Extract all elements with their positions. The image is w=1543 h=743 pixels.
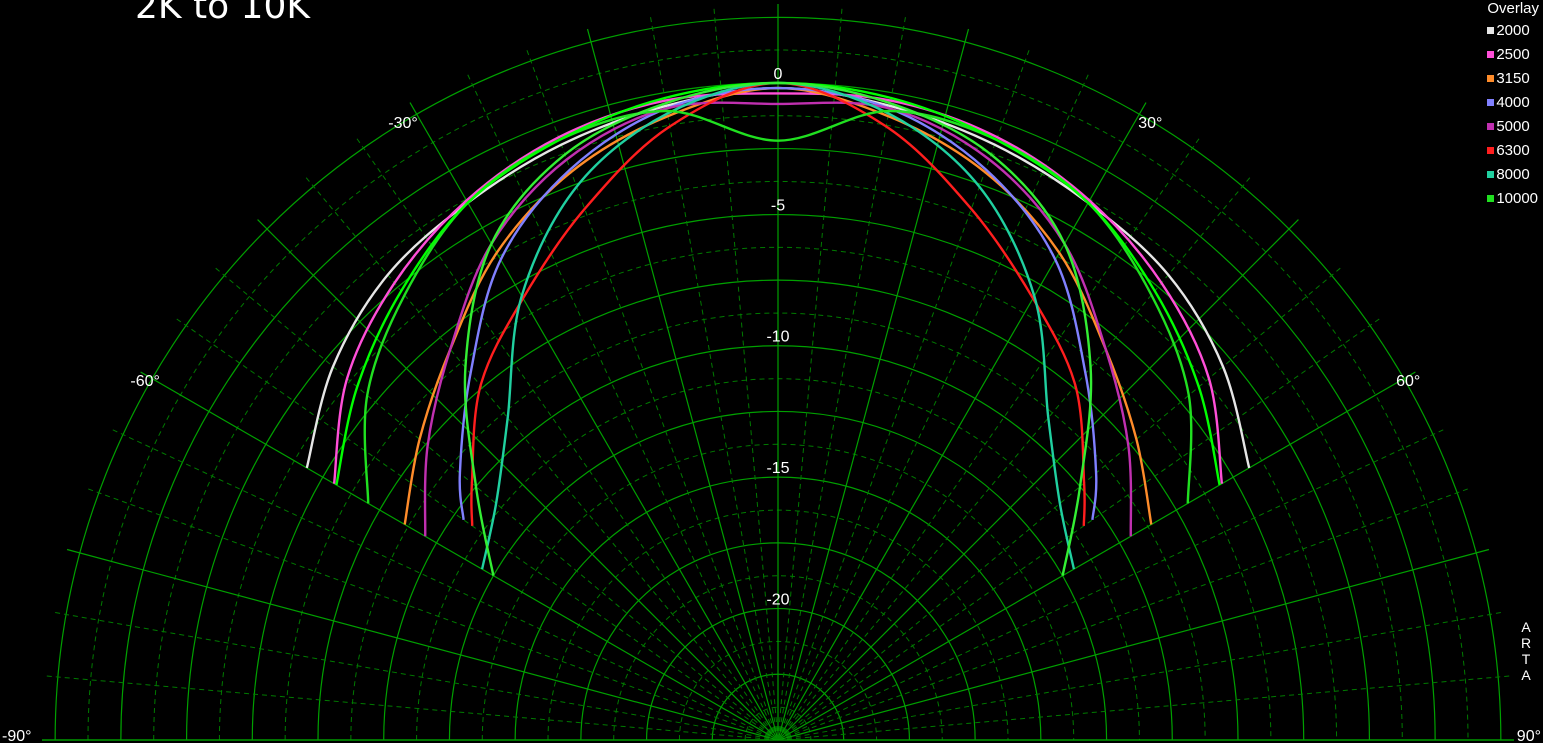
legend-swatch — [1487, 50, 1495, 58]
grid-spoke-minor — [777, 72, 1090, 741]
grid-spoke-minor — [777, 15, 907, 741]
grid-spoke — [777, 219, 1299, 741]
legend-item: 8000 — [1487, 162, 1539, 186]
legend-swatch — [1487, 122, 1495, 130]
legend-label: 2000 — [1496, 21, 1530, 39]
legend-item: 5000 — [1487, 114, 1539, 138]
legend-title: Overlay — [1487, 0, 1539, 17]
grid-spoke — [777, 548, 1490, 741]
grid-spoke-minor — [466, 72, 779, 741]
series-curve-4000 — [458, 86, 1098, 521]
grid-spoke — [66, 548, 779, 741]
grid-spoke — [257, 219, 779, 741]
legend-label: 10000 — [1496, 189, 1539, 207]
grid-ring-minor — [218, 181, 1338, 741]
radial-tick-label: -10 — [766, 329, 789, 346]
grid-spoke-minor — [110, 428, 779, 741]
legend-swatch — [1487, 170, 1495, 178]
legend-item: 2000 — [1487, 18, 1539, 42]
legend-swatch — [1487, 26, 1495, 34]
grid-spoke-minor — [777, 266, 1343, 741]
polar-labels: 0 -5 -10 -15 -20 -90° -60° -30° 30° 60° 90° — [2, 66, 1541, 743]
grid-spoke-minor — [44, 675, 779, 741]
brand-letter: A — [1521, 667, 1531, 683]
legend-swatch — [1487, 194, 1495, 202]
angle-tick-label: -90° — [2, 728, 32, 743]
grid-spoke-minor — [713, 6, 779, 741]
grid-spoke-minor — [777, 428, 1446, 741]
legend-label: 4000 — [1496, 93, 1530, 111]
polar-grid — [42, 4, 1514, 740]
legend-label: 5000 — [1496, 117, 1530, 135]
grid-ring-minor — [284, 246, 1272, 741]
grid-spoke-minor — [777, 317, 1382, 741]
legend-label: 8000 — [1496, 165, 1530, 183]
legend-item: 2500 — [1487, 42, 1539, 66]
grid-spoke — [586, 28, 779, 741]
grid-spoke — [409, 102, 779, 741]
angle-tick-label: -30° — [388, 115, 418, 132]
legend-label: 3150 — [1496, 69, 1530, 87]
angle-tick-label: -60° — [130, 373, 160, 390]
brand-letter: A — [1521, 619, 1531, 635]
grid-ring-minor — [153, 115, 1403, 741]
angle-tick-label: 90° — [1517, 728, 1541, 743]
grid-spoke — [777, 371, 1416, 741]
radial-tick-label: -20 — [766, 592, 789, 609]
legend-item: 10000 — [1487, 186, 1539, 210]
polar-curves — [305, 81, 1251, 576]
brand-letter: R — [1520, 635, 1532, 651]
grid-spoke-minor — [86, 487, 779, 741]
legend-swatch — [1487, 146, 1495, 154]
angle-tick-label: 60° — [1396, 373, 1420, 390]
grid-spoke-minor — [777, 6, 843, 741]
radial-tick-label: -5 — [771, 197, 785, 214]
grid-spoke-minor — [777, 48, 1031, 741]
grid-spoke-minor — [53, 611, 779, 741]
grid-spoke — [777, 28, 970, 741]
legend-swatch — [1487, 98, 1495, 106]
series-curve-10000 — [363, 109, 1193, 504]
legend-swatch — [1487, 74, 1495, 82]
grid-spoke-minor — [777, 611, 1503, 741]
radial-tick-label: -15 — [766, 460, 789, 477]
grid-spoke — [140, 371, 779, 741]
series-curve-5000 — [423, 101, 1133, 537]
legend-items: 2000 2500 3150 4000 5000 6300 8000 10000 — [1487, 18, 1539, 210]
angle-tick-label: 30° — [1138, 115, 1162, 132]
grid-spoke-minor — [649, 15, 779, 741]
grid-spoke-minor — [777, 487, 1470, 741]
series-curve-extra-9 — [463, 81, 1093, 576]
grid-spoke-minor — [777, 675, 1512, 741]
legend-label: 6300 — [1496, 141, 1530, 159]
legend-item: 4000 — [1487, 90, 1539, 114]
grid-spoke-minor — [777, 175, 1252, 741]
legend-item: 6300 — [1487, 138, 1539, 162]
grid-spoke — [777, 102, 1147, 741]
grid-ring-minor — [613, 575, 943, 741]
chart-title: 2K to 10K — [135, 0, 310, 27]
grid-spoke-minor — [213, 266, 779, 741]
grid-spoke-minor — [174, 317, 779, 741]
brand-letter: T — [1521, 651, 1531, 667]
legend-item: 3150 — [1487, 66, 1539, 90]
grid-spoke-minor — [525, 48, 779, 741]
series-curve-2500 — [332, 92, 1224, 484]
radial-tick-label: 0 — [774, 66, 783, 83]
grid-spoke-minor — [304, 175, 779, 741]
legend-label: 2500 — [1496, 45, 1530, 63]
legend: Overlay 2000 2500 3150 4000 5000 6300 8000 1000… — [1487, 0, 1539, 210]
